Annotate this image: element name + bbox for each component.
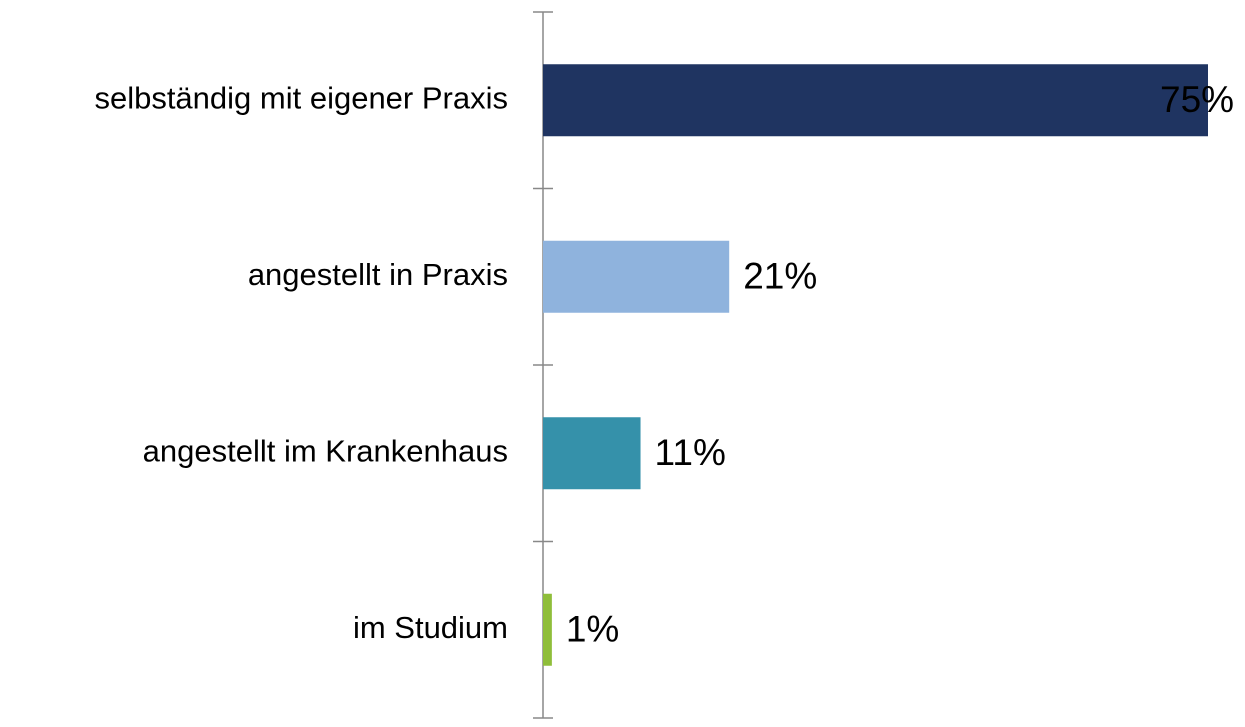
bar — [543, 593, 552, 666]
category-label: selbständig mit eigener Praxis — [94, 80, 508, 115]
value-label: 11% — [655, 432, 726, 473]
bar — [543, 240, 730, 313]
bar — [543, 64, 1208, 137]
category-label: im Studium — [353, 610, 508, 645]
value-label: 1% — [566, 609, 619, 650]
value-label: 21% — [743, 256, 817, 297]
category-label: angestellt im Krankenhaus — [143, 433, 508, 468]
value-label: 75% — [1160, 79, 1234, 120]
bar — [543, 417, 641, 490]
category-label: angestellt in Praxis — [248, 257, 508, 292]
